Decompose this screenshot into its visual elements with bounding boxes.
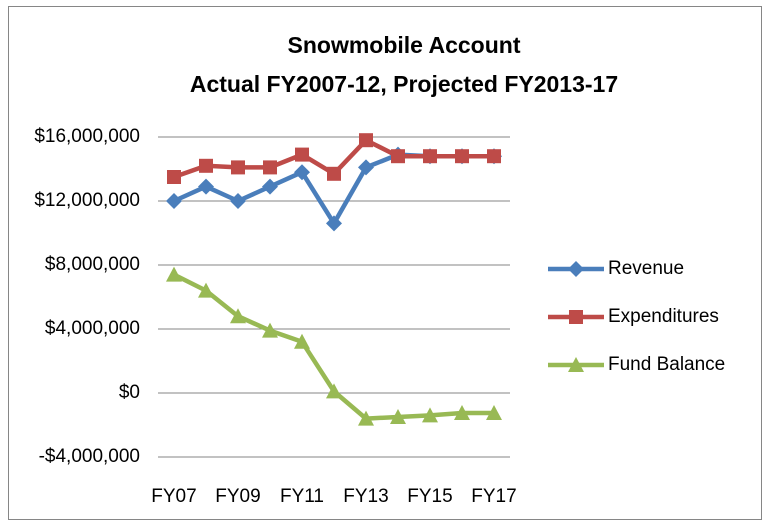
marker (198, 282, 214, 298)
x-tick-label: FY17 (471, 486, 516, 507)
marker (326, 215, 342, 232)
marker (391, 149, 405, 164)
y-tick-label: $8,000,000 (45, 254, 140, 275)
marker (166, 193, 182, 209)
y-tick-label: $0 (119, 382, 140, 403)
marker (294, 164, 310, 181)
chart-subtitle: Actual FY2007-12, Projected FY2013-17 (190, 71, 618, 97)
marker (454, 405, 470, 420)
x-tick-label: FY11 (280, 486, 324, 507)
legend-marker (568, 357, 584, 372)
legend-marker (569, 310, 583, 324)
marker (486, 405, 502, 420)
marker (262, 322, 278, 338)
marker (262, 178, 278, 195)
x-tick-label: FY13 (343, 486, 388, 507)
marker (326, 383, 342, 399)
marker (166, 266, 182, 282)
marker (198, 178, 214, 195)
marker (422, 407, 438, 423)
legend-label: Revenue (608, 258, 684, 279)
marker (358, 159, 374, 176)
marker (263, 160, 277, 175)
legend-label: Expenditures (608, 306, 719, 327)
marker (230, 193, 246, 209)
chart-border (8, 6, 762, 520)
marker (295, 147, 309, 162)
marker (199, 158, 213, 173)
marker (487, 149, 501, 164)
marker (358, 410, 374, 426)
legend-label: Fund Balance (608, 354, 725, 375)
y-tick-label: $12,000,000 (34, 190, 140, 211)
legend-marker (568, 261, 584, 277)
marker (231, 160, 245, 175)
marker (230, 308, 246, 324)
marker (327, 166, 341, 181)
marker (455, 149, 469, 164)
marker (167, 170, 181, 184)
y-tick-label: $4,000,000 (45, 318, 140, 339)
x-tick-label: FY09 (215, 486, 260, 507)
x-tick-label: FY07 (151, 486, 196, 507)
y-tick-label: $16,000,000 (34, 126, 140, 147)
marker (294, 333, 310, 349)
marker (359, 133, 373, 148)
x-tick-label: FY15 (407, 486, 452, 507)
marker (423, 149, 437, 164)
y-tick-label: -$4,000,000 (39, 446, 140, 467)
marker (390, 409, 406, 424)
chart-title: Snowmobile Account (288, 32, 521, 58)
